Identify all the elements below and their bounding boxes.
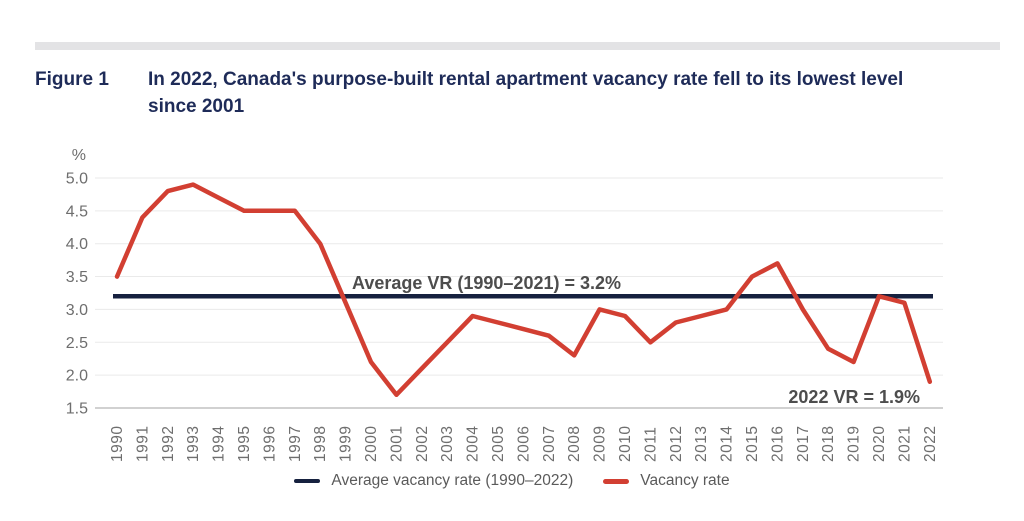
- y-axis-unit-label: %: [72, 147, 86, 164]
- latest-vr-annotation: 2022 VR = 1.9%: [788, 387, 920, 407]
- x-tick-label: 2003: [439, 426, 456, 462]
- average-vr-annotation: Average VR (1990–2021) = 3.2%: [352, 273, 621, 293]
- legend-item-average: Average vacancy rate (1990–2022): [294, 472, 573, 490]
- x-tick-label: 2016: [769, 426, 786, 462]
- x-tick-label: 2021: [896, 426, 913, 462]
- x-tick-label: 2022: [922, 426, 939, 462]
- y-tick-label: 3.5: [66, 269, 88, 286]
- figure-title: In 2022, Canada's purpose-built rental a…: [148, 69, 904, 117]
- x-tick-label: 2004: [465, 426, 482, 462]
- x-tick-label: 2013: [693, 426, 710, 462]
- figure-number: Figure 1: [35, 69, 109, 90]
- vacancy-rate-line: [114, 182, 933, 398]
- y-tick-label: 3.0: [66, 302, 88, 319]
- legend-item-vacancy: Vacancy rate: [603, 472, 730, 490]
- x-tick-label: 1993: [185, 426, 202, 462]
- x-tick-label: 2008: [566, 426, 583, 462]
- x-tick-label: 1994: [211, 426, 228, 462]
- x-axis-labels: 1990 1991 1992 1993 1994 1995 1996 1997 1998 1999…: [109, 426, 939, 462]
- x-tick-label: 2014: [719, 426, 736, 462]
- x-tick-label: 2001: [388, 426, 405, 462]
- x-tick-label: 2020: [871, 426, 888, 462]
- x-tick-label: 2006: [515, 426, 532, 462]
- x-tick-label: 2010: [617, 426, 634, 462]
- y-tick-label: 4.5: [66, 203, 88, 220]
- x-tick-label: 2019: [846, 426, 863, 462]
- legend-label-vacancy: Vacancy rate: [640, 472, 730, 489]
- x-tick-label: 2017: [795, 426, 812, 462]
- y-tick-label: 5.0: [66, 171, 88, 188]
- x-tick-label: 2012: [668, 426, 685, 462]
- y-tick-label: 2.5: [66, 335, 88, 352]
- x-tick-label: 2009: [592, 426, 609, 462]
- y-tick-label: 1.5: [66, 400, 88, 417]
- top-divider-bar: [35, 42, 1000, 50]
- average-line-swatch-icon: [294, 479, 321, 483]
- figure-header: Figure 1 In 2022, Canada's purpose-built…: [35, 66, 928, 120]
- y-tick-label: 2.0: [66, 368, 88, 385]
- x-tick-label: 2005: [490, 426, 507, 462]
- x-tick-label: 1995: [236, 426, 253, 462]
- x-tick-label: 1996: [261, 426, 278, 462]
- x-tick-label: 1992: [160, 426, 177, 462]
- x-tick-label: 2011: [642, 427, 659, 462]
- x-tick-label: 2007: [541, 426, 558, 462]
- y-axis-labels: 5.0 4.5 4.0 3.5 3.0 2.5 2.0 1.5: [66, 171, 88, 418]
- x-tick-label: 2002: [414, 426, 431, 462]
- y-tick-label: 4.0: [66, 236, 88, 253]
- x-tick-label: 1990: [109, 426, 126, 462]
- x-tick-label: 1999: [338, 426, 355, 462]
- x-tick-label: 2000: [363, 426, 380, 462]
- vacancy-line-swatch-icon: [603, 478, 630, 484]
- x-tick-label: 1998: [312, 426, 329, 462]
- x-tick-label: 1997: [287, 426, 304, 462]
- x-tick-label: 2015: [744, 426, 761, 462]
- x-tick-label: 1991: [134, 426, 151, 462]
- x-tick-label: 2018: [820, 426, 837, 462]
- legend-label-average: Average vacancy rate (1990–2022): [331, 472, 574, 489]
- chart-legend: Average vacancy rate (1990–2022) Vacancy…: [0, 472, 1024, 490]
